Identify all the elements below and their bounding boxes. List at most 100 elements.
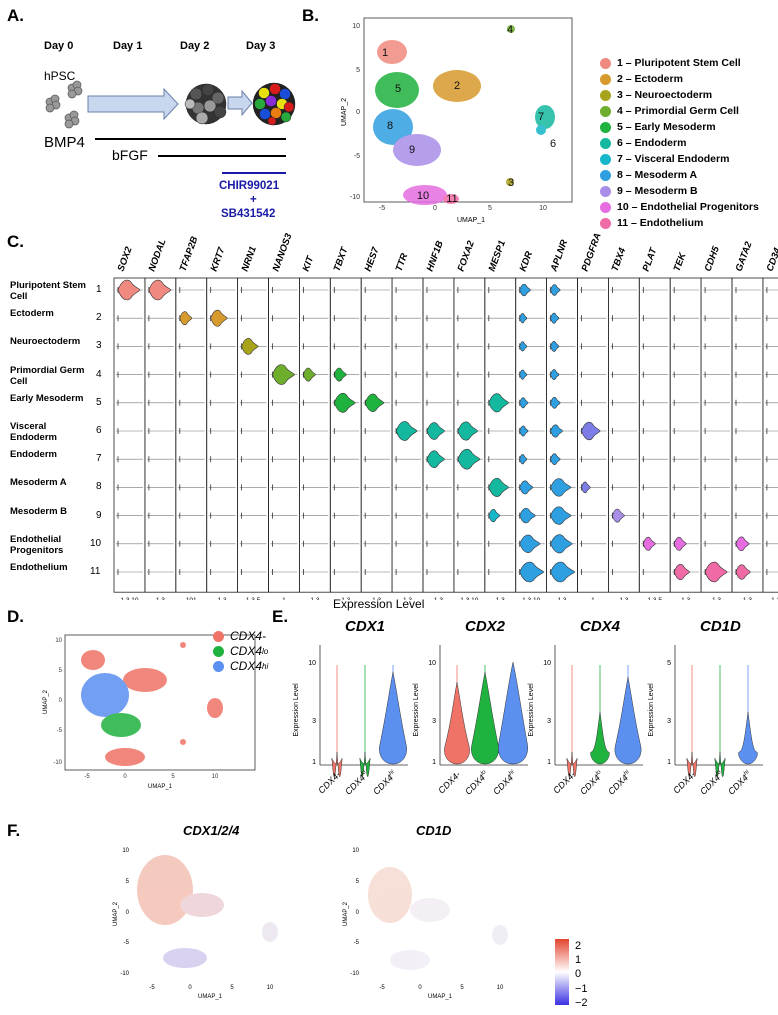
x-tick-label: 1 3: [558, 597, 567, 600]
chir-label: CHIR99021: [219, 180, 280, 192]
gene-header: TFAP2B: [177, 234, 201, 273]
x-tick-label: 1 3: [156, 597, 165, 600]
bfgf-duration-line: [158, 155, 286, 157]
e-group-label: CDX4hi: [371, 769, 399, 797]
violin-shape: [550, 561, 575, 583]
panel-a-diagram: [45, 80, 296, 129]
panel-c-violin-grid: 1 3 10 1 3 101 1 3 1 3 5 1 1 3 1 3 1 3 1 3 1 3 1 3 …: [113, 277, 778, 600]
x-tick-label: 1 3 10: [120, 597, 138, 600]
e-violin-shape: [331, 751, 343, 777]
violin-shape: [519, 480, 534, 495]
e-group-label: CDX4-: [436, 769, 462, 795]
legend-cluster-10: 10 – Endothelial Progenitors: [600, 201, 759, 213]
f-feature-plot: 10 5 0 -5 -10 -5 0 5 10 UMAP_1 UMAP_2: [113, 845, 297, 1000]
e-y-tick: 3: [312, 718, 316, 725]
d-ytick: 5: [59, 668, 63, 674]
e-group-sup: hi: [388, 769, 396, 777]
row-label: Primordial Germ Cell: [10, 364, 85, 387]
violin-shape: [704, 561, 728, 583]
legend-cluster-5: 5 – Early Mesoderm: [600, 121, 716, 133]
sb-label: SB431542: [221, 208, 276, 220]
cluster-label-6: 6: [550, 138, 556, 150]
row-label: Mesoderm A: [10, 477, 67, 489]
violin-shape: [735, 564, 751, 580]
x-tick-label: 1 3: [372, 597, 381, 600]
e-violin-shape: [566, 751, 578, 777]
legend-cluster-4: 4 – Primordial Germ Cell: [600, 105, 739, 117]
gene-header: GATA2: [733, 240, 755, 273]
gene-header: PDGFRA: [579, 231, 604, 273]
e-violin-shape: [714, 751, 726, 777]
violin-column-frame: [237, 277, 269, 593]
e-plot-title: CD1D: [700, 618, 741, 635]
x-tick-label: 1: [282, 597, 286, 600]
violin-shape: [272, 364, 295, 385]
panel-a-letter: A.: [7, 6, 24, 25]
violin-shape: [179, 311, 193, 326]
violin-column-frame: [608, 277, 640, 593]
f-y-tick: -10: [350, 971, 359, 977]
cluster-7-blob: [536, 125, 546, 135]
e-y-tick: 10: [428, 660, 436, 667]
cluster-label-3: 3: [508, 177, 514, 189]
row-label: Neuroectoderm: [10, 336, 81, 348]
violin-shape: [519, 561, 545, 583]
panel-f-letter: F.: [7, 821, 21, 840]
e-group-sup: hi: [508, 769, 516, 777]
cluster-label-7: 7: [538, 111, 544, 123]
cluster-label-10: 10: [417, 190, 429, 202]
legend-dot: [600, 153, 611, 165]
f-colorbar: 2 1 0 −1 −2: [555, 939, 588, 1009]
e-group-label: CDX4lo: [698, 769, 726, 797]
day3-label: Day 3: [246, 40, 276, 52]
f-y-tick: -5: [124, 940, 130, 946]
row-label: Visceral Endoderm: [10, 421, 57, 443]
violin-shape: [117, 279, 141, 301]
gene-header: MESP1: [486, 238, 508, 273]
f-y-label: UMAP_2: [113, 901, 119, 926]
e-group-label: CDX4lo: [463, 769, 491, 797]
e-group-label: CDX4lo: [578, 769, 606, 797]
x-tick-label: 1 3 5: [771, 597, 778, 600]
d-ylabel: UMAP_2: [43, 689, 49, 714]
violin-shape: [673, 536, 687, 551]
violin-shape: [550, 424, 563, 438]
e-group-sup: lo: [480, 769, 488, 777]
b-xlabel: UMAP_1: [457, 217, 485, 224]
gene-header: SOX2: [115, 245, 135, 273]
gene-header: HNF1B: [424, 239, 446, 273]
e-group-sup: hi: [743, 769, 751, 777]
arrow-day0-day2-icon: [87, 87, 179, 121]
e-group-label: CDX4hi: [606, 769, 634, 797]
violin-column-frame: [113, 277, 146, 593]
e-group-label: CDX4-: [316, 769, 342, 795]
gene-header: HES7: [362, 245, 382, 273]
gene-header: NRN1: [239, 244, 259, 273]
violin-shape: [519, 369, 528, 380]
violin-shape: [550, 506, 572, 525]
violin-shape: [488, 477, 509, 497]
cluster-2-blob: [433, 70, 481, 102]
plus-label: +: [250, 194, 257, 206]
row-label: Endothelial Progenitors: [10, 533, 64, 556]
e-y-tick: 1: [312, 759, 316, 766]
row-number: 4: [96, 368, 102, 380]
f-x-tick: 10: [497, 985, 504, 991]
x-tick-label: 1 3: [619, 597, 628, 600]
violin-column-frame: [144, 277, 177, 593]
violin-shape: [519, 507, 536, 524]
b-ytick: 10: [352, 23, 360, 30]
e-violin-shape: [738, 711, 758, 765]
f-y-label: UMAP_2: [343, 901, 349, 926]
violin-shape: [673, 564, 690, 580]
f-points: [368, 867, 508, 970]
f-x-label: UMAP_1: [198, 994, 223, 1000]
e-violin-shape: [379, 671, 407, 765]
row-label: Endoderm: [10, 449, 57, 461]
e-y-tick: 3: [667, 718, 671, 725]
embryoid-body-day2-icon: [184, 83, 227, 125]
embryoid-body-day3-icon: [252, 82, 296, 126]
